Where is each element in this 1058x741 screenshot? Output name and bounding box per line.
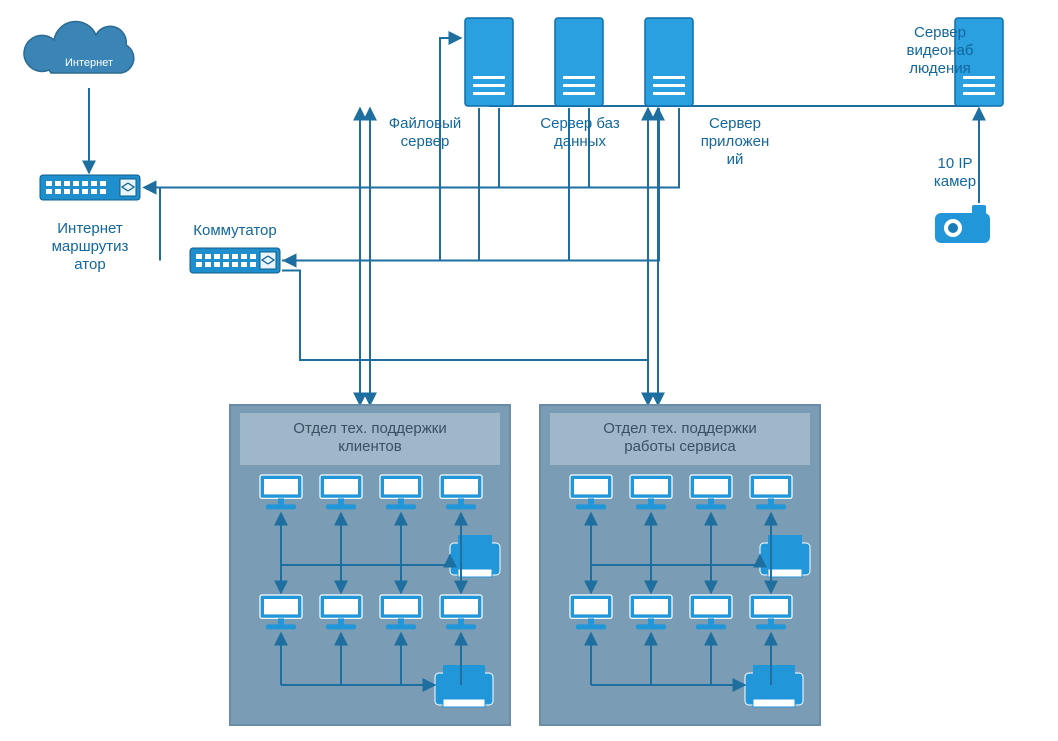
network-diagram: ИнтернетОтдел тех. поддержкиклиентовОтде… <box>0 0 1058 741</box>
video-server-label: Сервер видеонаб людения <box>880 24 1000 78</box>
svg-text:клиентов: клиентов <box>338 438 402 455</box>
printer-icon <box>745 665 803 707</box>
app-server-label: Сервер приложен ий <box>680 115 790 169</box>
svg-text:Отдел тех. поддержки: Отдел тех. поддержки <box>603 420 756 437</box>
svg-text:Интернет: Интернет <box>65 57 113 69</box>
internet-cloud-icon: Интернет <box>24 22 134 73</box>
switch-label: Коммутатор <box>180 222 290 240</box>
printer-icon <box>435 665 493 707</box>
internet-router-label: Интернет маршрутиз атор <box>30 220 150 274</box>
internet-router-icon <box>40 175 140 200</box>
db-server-label: Сервер баз данных <box>520 115 640 151</box>
svg-text:Отдел тех. поддержки: Отдел тех. поддержки <box>293 420 446 437</box>
diagram-svg: ИнтернетОтдел тех. поддержкиклиентовОтде… <box>0 0 1058 741</box>
switch-icon <box>190 248 280 273</box>
app-server-icon <box>645 18 693 106</box>
file-server-icon <box>465 18 513 106</box>
file-server-label: Файловый сервер <box>370 115 480 151</box>
db-server-icon <box>555 18 603 106</box>
ip-camera-icon <box>935 205 990 243</box>
ip-cameras-label: 10 IP камер <box>910 155 1000 191</box>
svg-text:работы сервиса: работы сервиса <box>624 438 736 455</box>
